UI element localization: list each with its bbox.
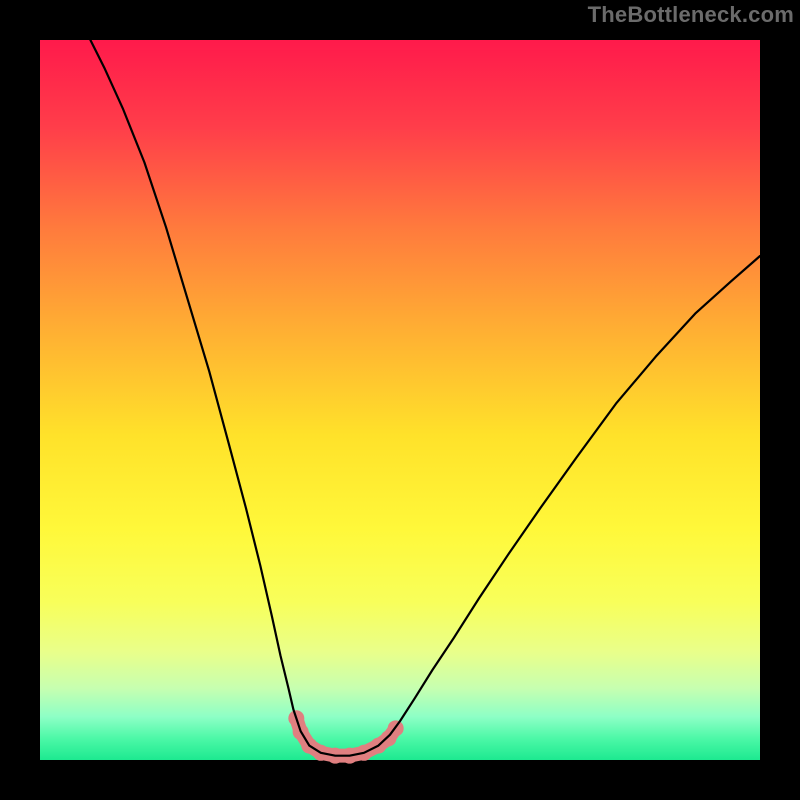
bottleneck-chart bbox=[0, 0, 800, 800]
plot-background-gradient bbox=[40, 40, 760, 760]
watermark-text: TheBottleneck.com bbox=[588, 2, 794, 28]
